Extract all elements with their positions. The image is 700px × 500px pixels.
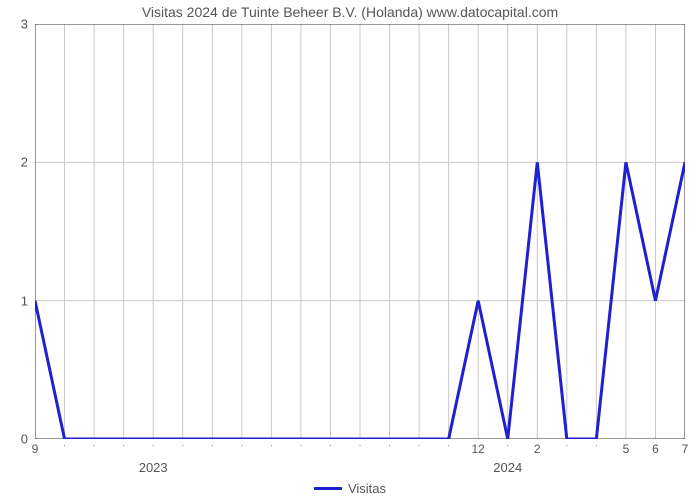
- x-tick-label: 12: [471, 442, 484, 456]
- x-tick-label: 6: [652, 442, 659, 456]
- x-tick-label: 7: [682, 442, 689, 456]
- x-tick-label: 2: [534, 442, 541, 456]
- x-minor-tick-label: ·: [63, 440, 66, 451]
- x-tick-label: 9: [32, 442, 39, 456]
- chart-svg: [35, 24, 685, 439]
- x-minor-tick-label: ·: [122, 440, 125, 451]
- y-tick-label: 2: [8, 155, 28, 170]
- x-minor-tick-label: ·: [270, 440, 273, 451]
- y-tick-label: 0: [8, 432, 28, 447]
- x-minor-tick-label: ·: [447, 440, 450, 451]
- y-tick-label: 3: [8, 17, 28, 32]
- legend-label: Visitas: [348, 481, 386, 496]
- x-year-label: 2023: [139, 460, 168, 475]
- y-tick-label: 1: [8, 293, 28, 308]
- x-tick-label: 5: [623, 442, 630, 456]
- x-minor-tick-label: ·: [506, 440, 509, 451]
- chart-legend: Visitas: [0, 481, 700, 496]
- x-minor-tick-label: ·: [299, 440, 302, 451]
- x-year-label: 2024: [493, 460, 522, 475]
- x-minor-tick-label: ·: [240, 440, 243, 451]
- legend-swatch: [314, 487, 342, 490]
- x-minor-tick-label: ·: [152, 440, 155, 451]
- x-minor-tick-label: ·: [417, 440, 420, 451]
- x-minor-tick-label: ·: [595, 440, 598, 451]
- chart-title: Visitas 2024 de Tuinte Beheer B.V. (Hola…: [0, 4, 700, 20]
- x-minor-tick-label: ·: [92, 440, 95, 451]
- chart-plot-area: [35, 24, 685, 439]
- x-minor-tick-label: ·: [388, 440, 391, 451]
- x-minor-tick-label: ·: [181, 440, 184, 451]
- x-minor-tick-label: ·: [358, 440, 361, 451]
- x-minor-tick-label: ·: [329, 440, 332, 451]
- x-minor-tick-label: ·: [211, 440, 214, 451]
- x-minor-tick-label: ·: [565, 440, 568, 451]
